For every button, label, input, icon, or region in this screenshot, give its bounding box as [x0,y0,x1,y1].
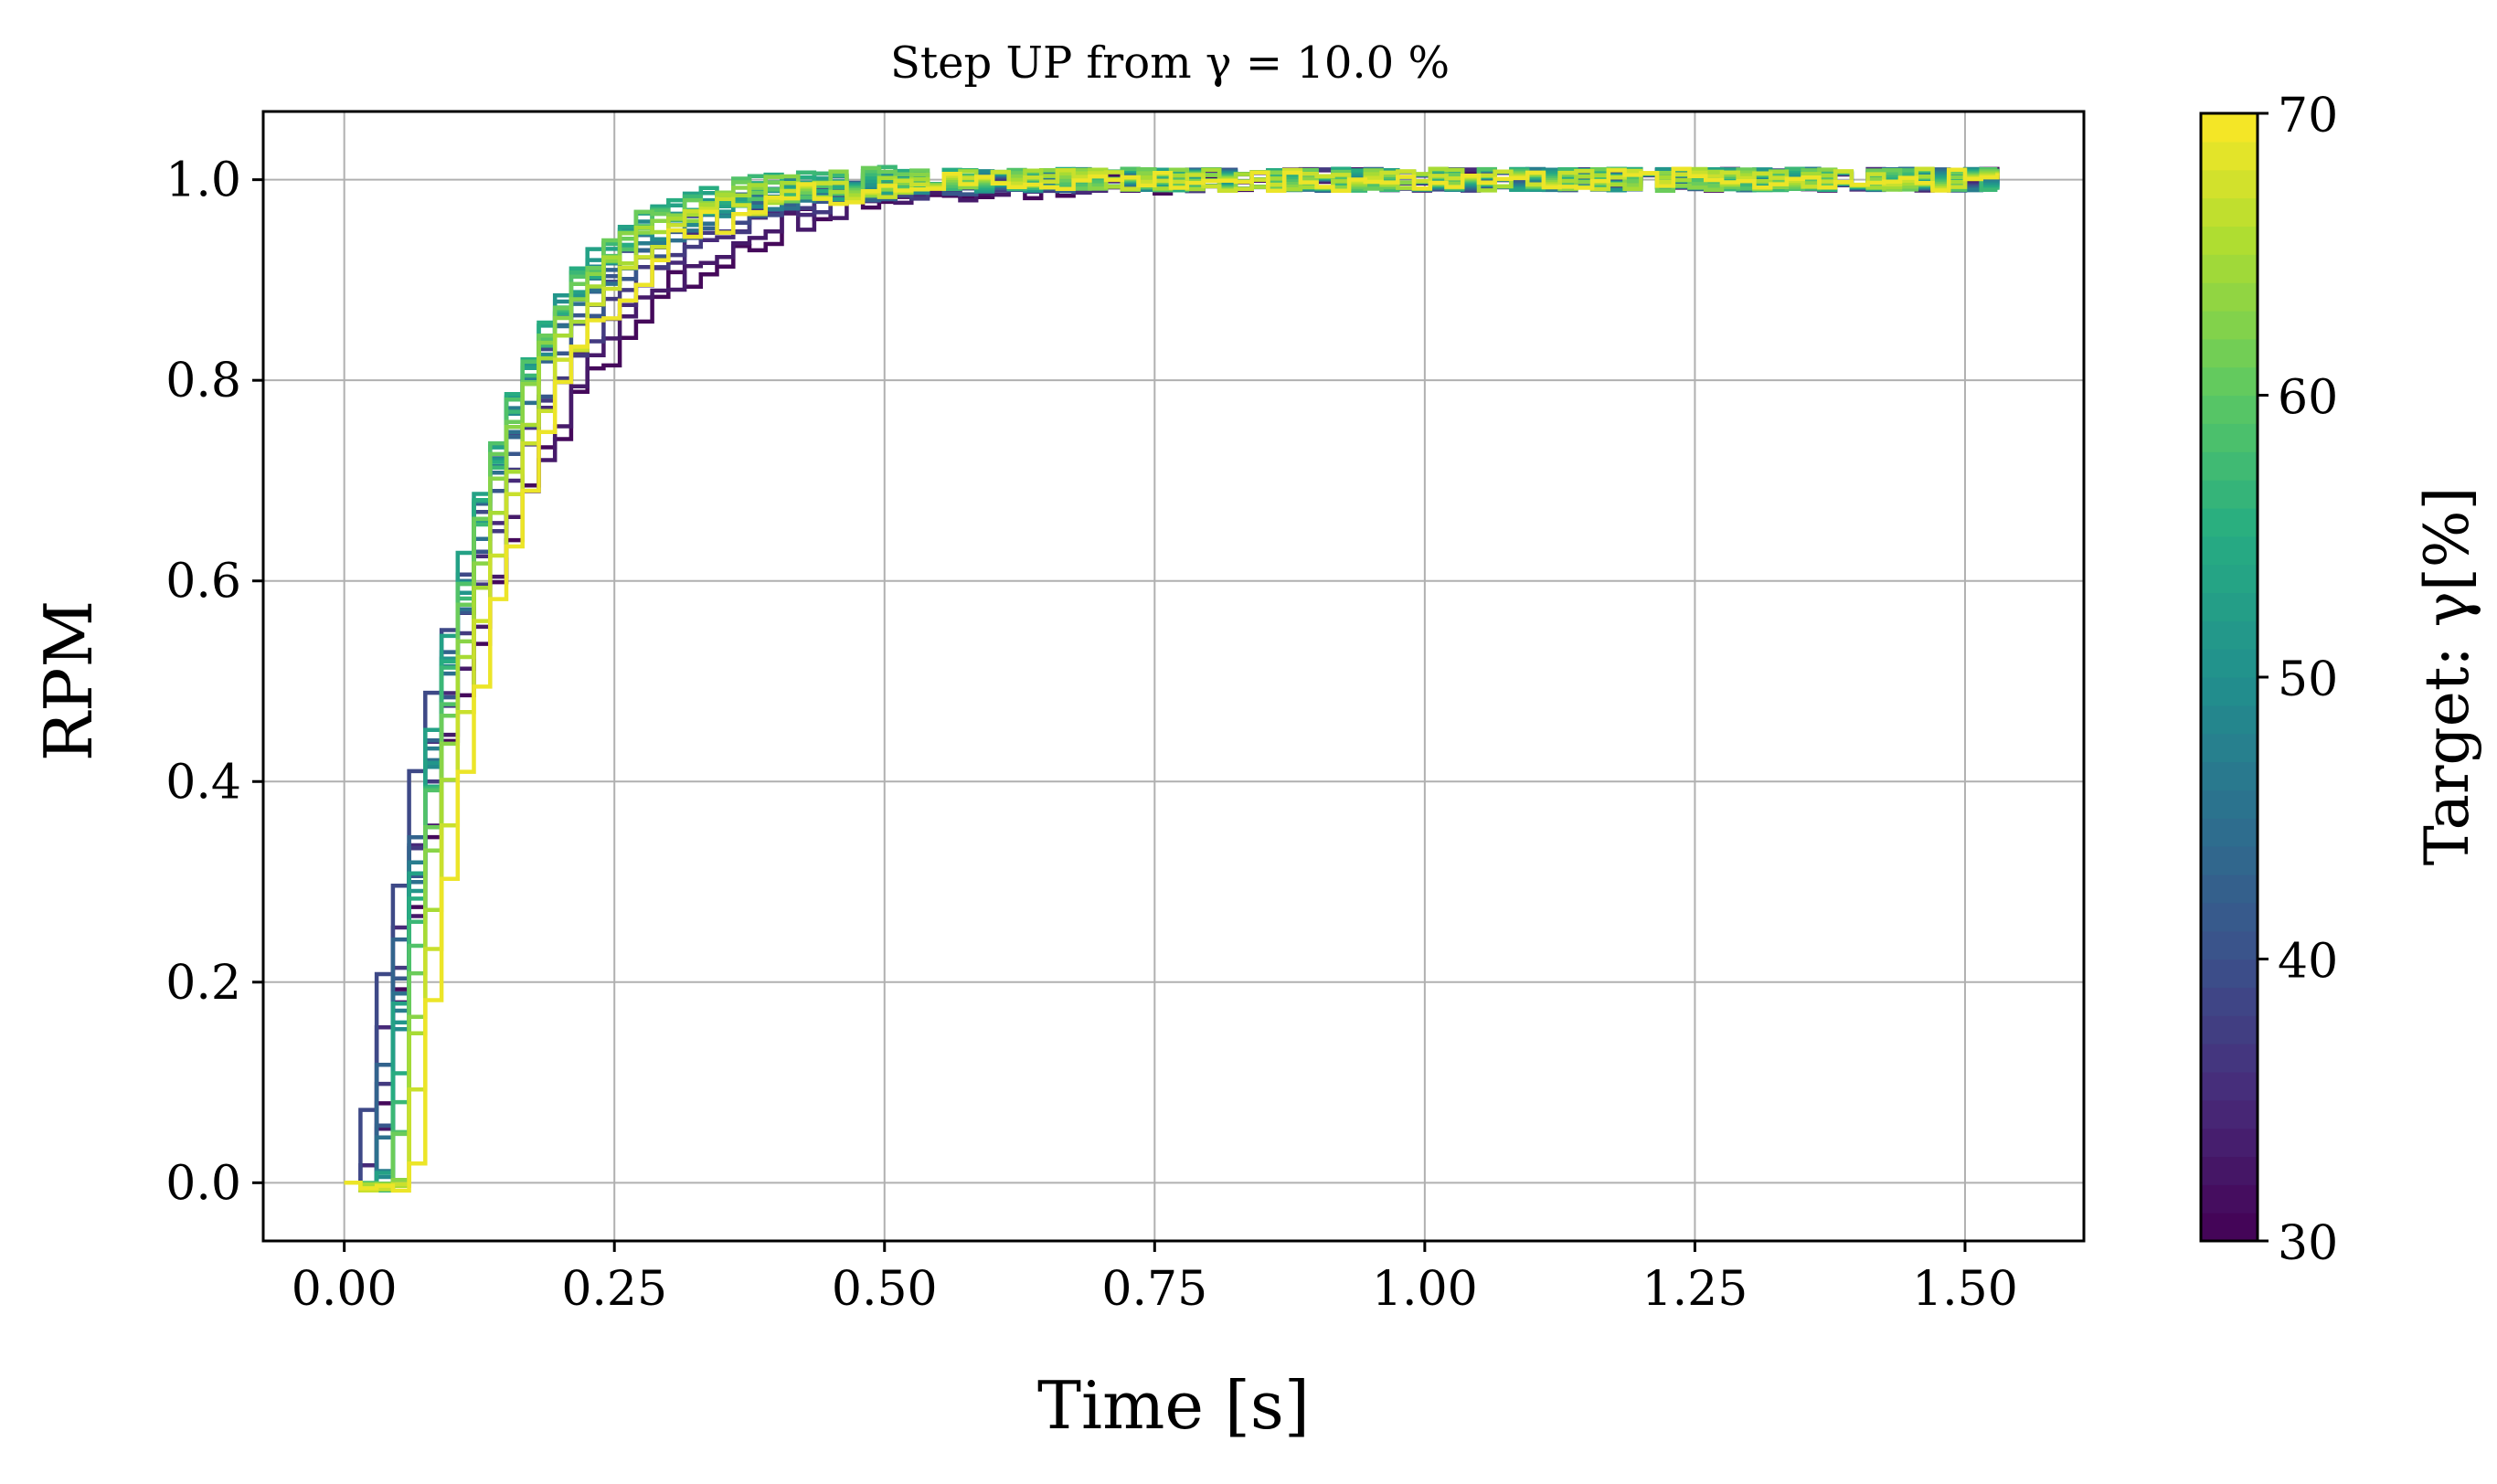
x-tick-label-0: 0.00 [292,1262,398,1317]
colorbar-band-3 [2201,1128,2258,1158]
colorbar-band-26 [2201,480,2258,509]
colorbar-tick-label-4: 70 [2278,89,2338,143]
colorbar-band-35 [2201,226,2258,255]
colorbar-band-1 [2201,1184,2258,1214]
series-layer [344,164,2000,1193]
colorbar-band-33 [2201,282,2258,312]
colorbar-band-13 [2201,846,2258,875]
x-tick-label-2: 0.50 [832,1262,938,1317]
colorbar-band-29 [2201,395,2258,424]
x-tick-label-4: 1.00 [1372,1262,1478,1317]
colorbar-band-2 [2201,1156,2258,1185]
colorbar-band-16 [2201,761,2258,790]
colorbar-ticks: 30 40 50 60 70 [2258,89,2338,1271]
colorbar [2199,111,2259,1243]
series-line-37 [344,167,2000,1192]
colorbar-band-9 [2201,959,2258,988]
colorbar-label: Target: γ[%] [2412,487,2482,866]
y-axis-label: RPM [30,600,107,761]
x-tick-label-1: 0.25 [561,1262,667,1317]
series-line-69 [344,166,2000,1193]
colorbar-band-5 [2201,1071,2258,1101]
colorbar-band-39 [2201,113,2258,143]
x-tick-label-3: 0.75 [1101,1262,1207,1317]
colorbar-tick-label-3: 60 [2278,371,2338,426]
colorbar-band-12 [2201,874,2258,904]
colorbar-band-20 [2201,649,2258,678]
colorbar-band-27 [2201,451,2258,481]
colorbar-band-30 [2201,366,2258,397]
colorbar-band-14 [2201,818,2258,847]
colorbar-tick-label-1: 40 [2278,935,2338,990]
x-axis-ticks: 0.00 0.25 0.50 0.75 1.00 1.25 1.50 [292,1241,2018,1317]
y-tick-label-0: 0.0 [165,1156,241,1211]
x-tick-label-6: 1.50 [1912,1262,2018,1317]
colorbar-tick-label-2: 50 [2278,652,2338,707]
colorbar-band-11 [2201,902,2258,932]
colorbar-band-8 [2201,987,2258,1016]
colorbar-band-36 [2201,197,2258,227]
y-tick-label-3: 0.6 [165,555,241,610]
colorbar-band-34 [2201,254,2258,283]
colorbar-band-10 [2201,930,2258,960]
colorbar-band-23 [2201,564,2258,594]
colorbar-band-37 [2201,169,2258,199]
colorbar-band-19 [2201,677,2258,706]
colorbar-band-38 [2201,141,2258,171]
x-tick-label-5: 1.25 [1642,1262,1748,1317]
y-tick-label-4: 0.8 [165,354,241,408]
colorbar-band-15 [2201,790,2258,819]
colorbar-band-22 [2201,592,2258,621]
y-tick-label-2: 0.4 [165,755,241,810]
chart-title: Step UP from γ = 10.0 % [890,37,1450,89]
colorbar-band-28 [2201,423,2258,452]
colorbar-band-4 [2201,1099,2258,1129]
colorbar-band-31 [2201,338,2258,368]
grid-lines [263,111,2084,1241]
colorbar-band-25 [2201,507,2258,537]
colorbar-band-6 [2201,1044,2258,1073]
colorbar-tick-label-0: 30 [2278,1216,2338,1271]
colorbar-band-32 [2201,310,2258,340]
plot-frame [261,110,2086,1243]
colorbar-band-17 [2201,733,2258,763]
colorbar-band-18 [2201,705,2258,735]
colorbar-band-24 [2201,535,2258,566]
colorbar-band-21 [2201,620,2258,650]
y-tick-label-1: 0.2 [165,956,241,1011]
y-axis-ticks: 0.0 0.2 0.4 0.6 0.8 1.0 [165,154,263,1211]
series-line-63 [344,167,2000,1191]
colorbar-band-0 [2201,1213,2258,1242]
y-tick-label-5: 1.0 [165,154,241,208]
x-axis-label: Time [s] [1037,1367,1310,1444]
colorbar-band-7 [2201,1015,2258,1044]
